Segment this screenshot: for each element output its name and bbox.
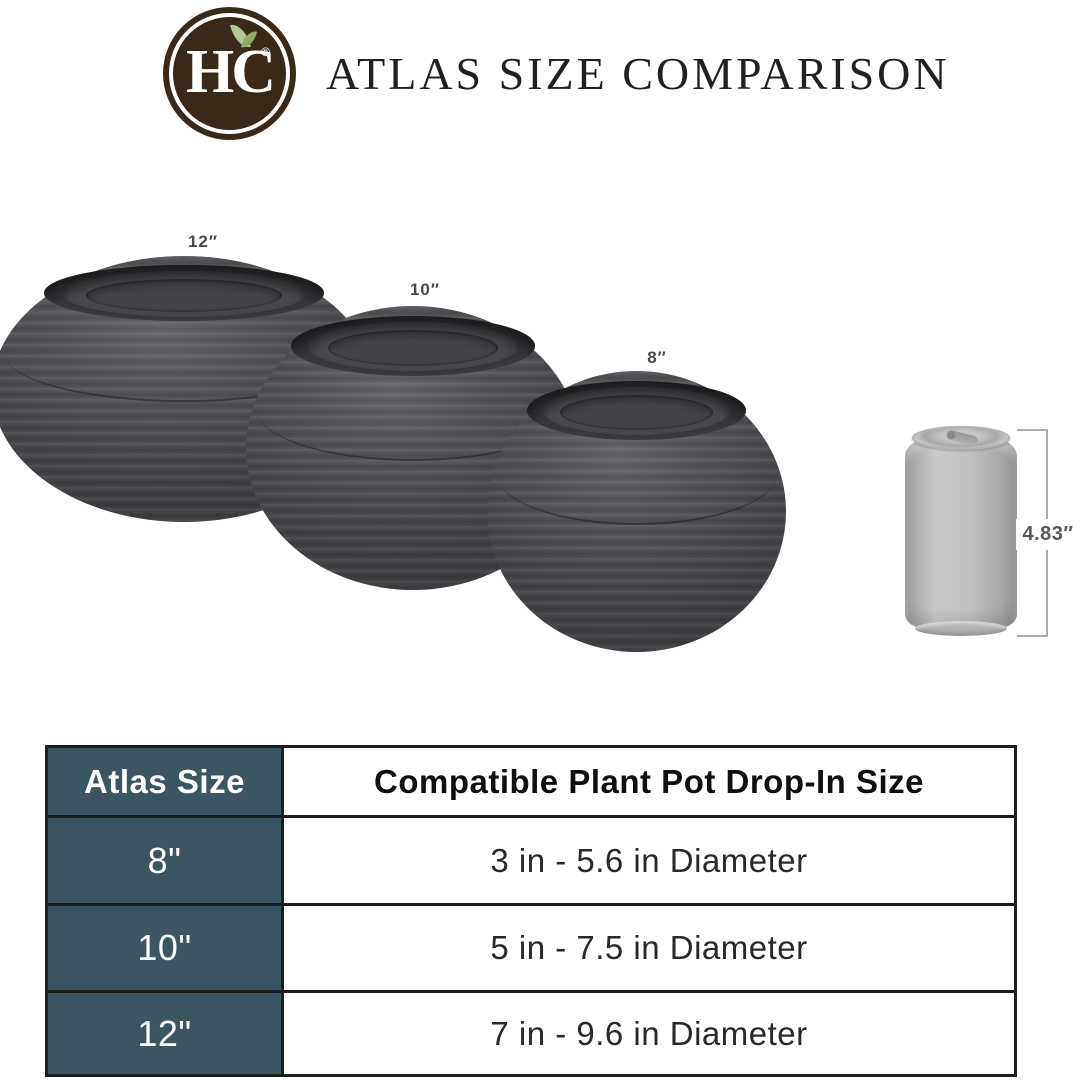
table-row-12-fit: 7 in - 9.6 in Diameter (284, 993, 1014, 1074)
planter-8-size-label: 8″ (647, 348, 667, 367)
dimension-tick-bottom (1017, 635, 1048, 637)
planter-12-size-label: 12″ (187, 232, 219, 251)
planter-10-seam (256, 357, 570, 462)
planter-8-inch (487, 371, 786, 652)
brand-letters: HC (186, 38, 276, 106)
soda-can-foot (915, 621, 1007, 636)
table-header-atlas-size: Atlas Size (48, 748, 281, 815)
soda-can-body (905, 436, 1017, 628)
size-comparison-table: Atlas Size Compatible Plant Pot Drop-In … (45, 745, 1017, 1077)
planter-10-size-label: 10″ (409, 280, 441, 299)
table-header-compatible-size: Compatible Plant Pot Drop-In Size (284, 748, 1014, 815)
page-title: ATLAS SIZE COMPARISON (326, 48, 950, 99)
soda-can-graphic (905, 426, 1017, 638)
table-row-10-fit: 5 in - 7.5 in Diameter (284, 906, 1014, 990)
header: HC ® ATLAS SIZE COMPARISON (163, 7, 950, 140)
table-row-10-size: 10" (48, 906, 281, 990)
dimension-tick-top (1017, 429, 1048, 431)
table-row-12-size: 12" (48, 993, 281, 1074)
soda-can-lid (912, 426, 1010, 450)
pull-tab-icon (945, 429, 979, 447)
registered-mark-icon: ® (261, 45, 270, 59)
table-row-8-fit: 3 in - 5.6 in Diameter (284, 818, 1014, 903)
planter-8-seam (495, 422, 778, 525)
table-row-8-size: 8" (48, 818, 281, 903)
planter-12-seam (3, 304, 365, 402)
brand-logo: HC ® (163, 7, 296, 140)
can-height-label: 4.83″ (1016, 519, 1080, 550)
